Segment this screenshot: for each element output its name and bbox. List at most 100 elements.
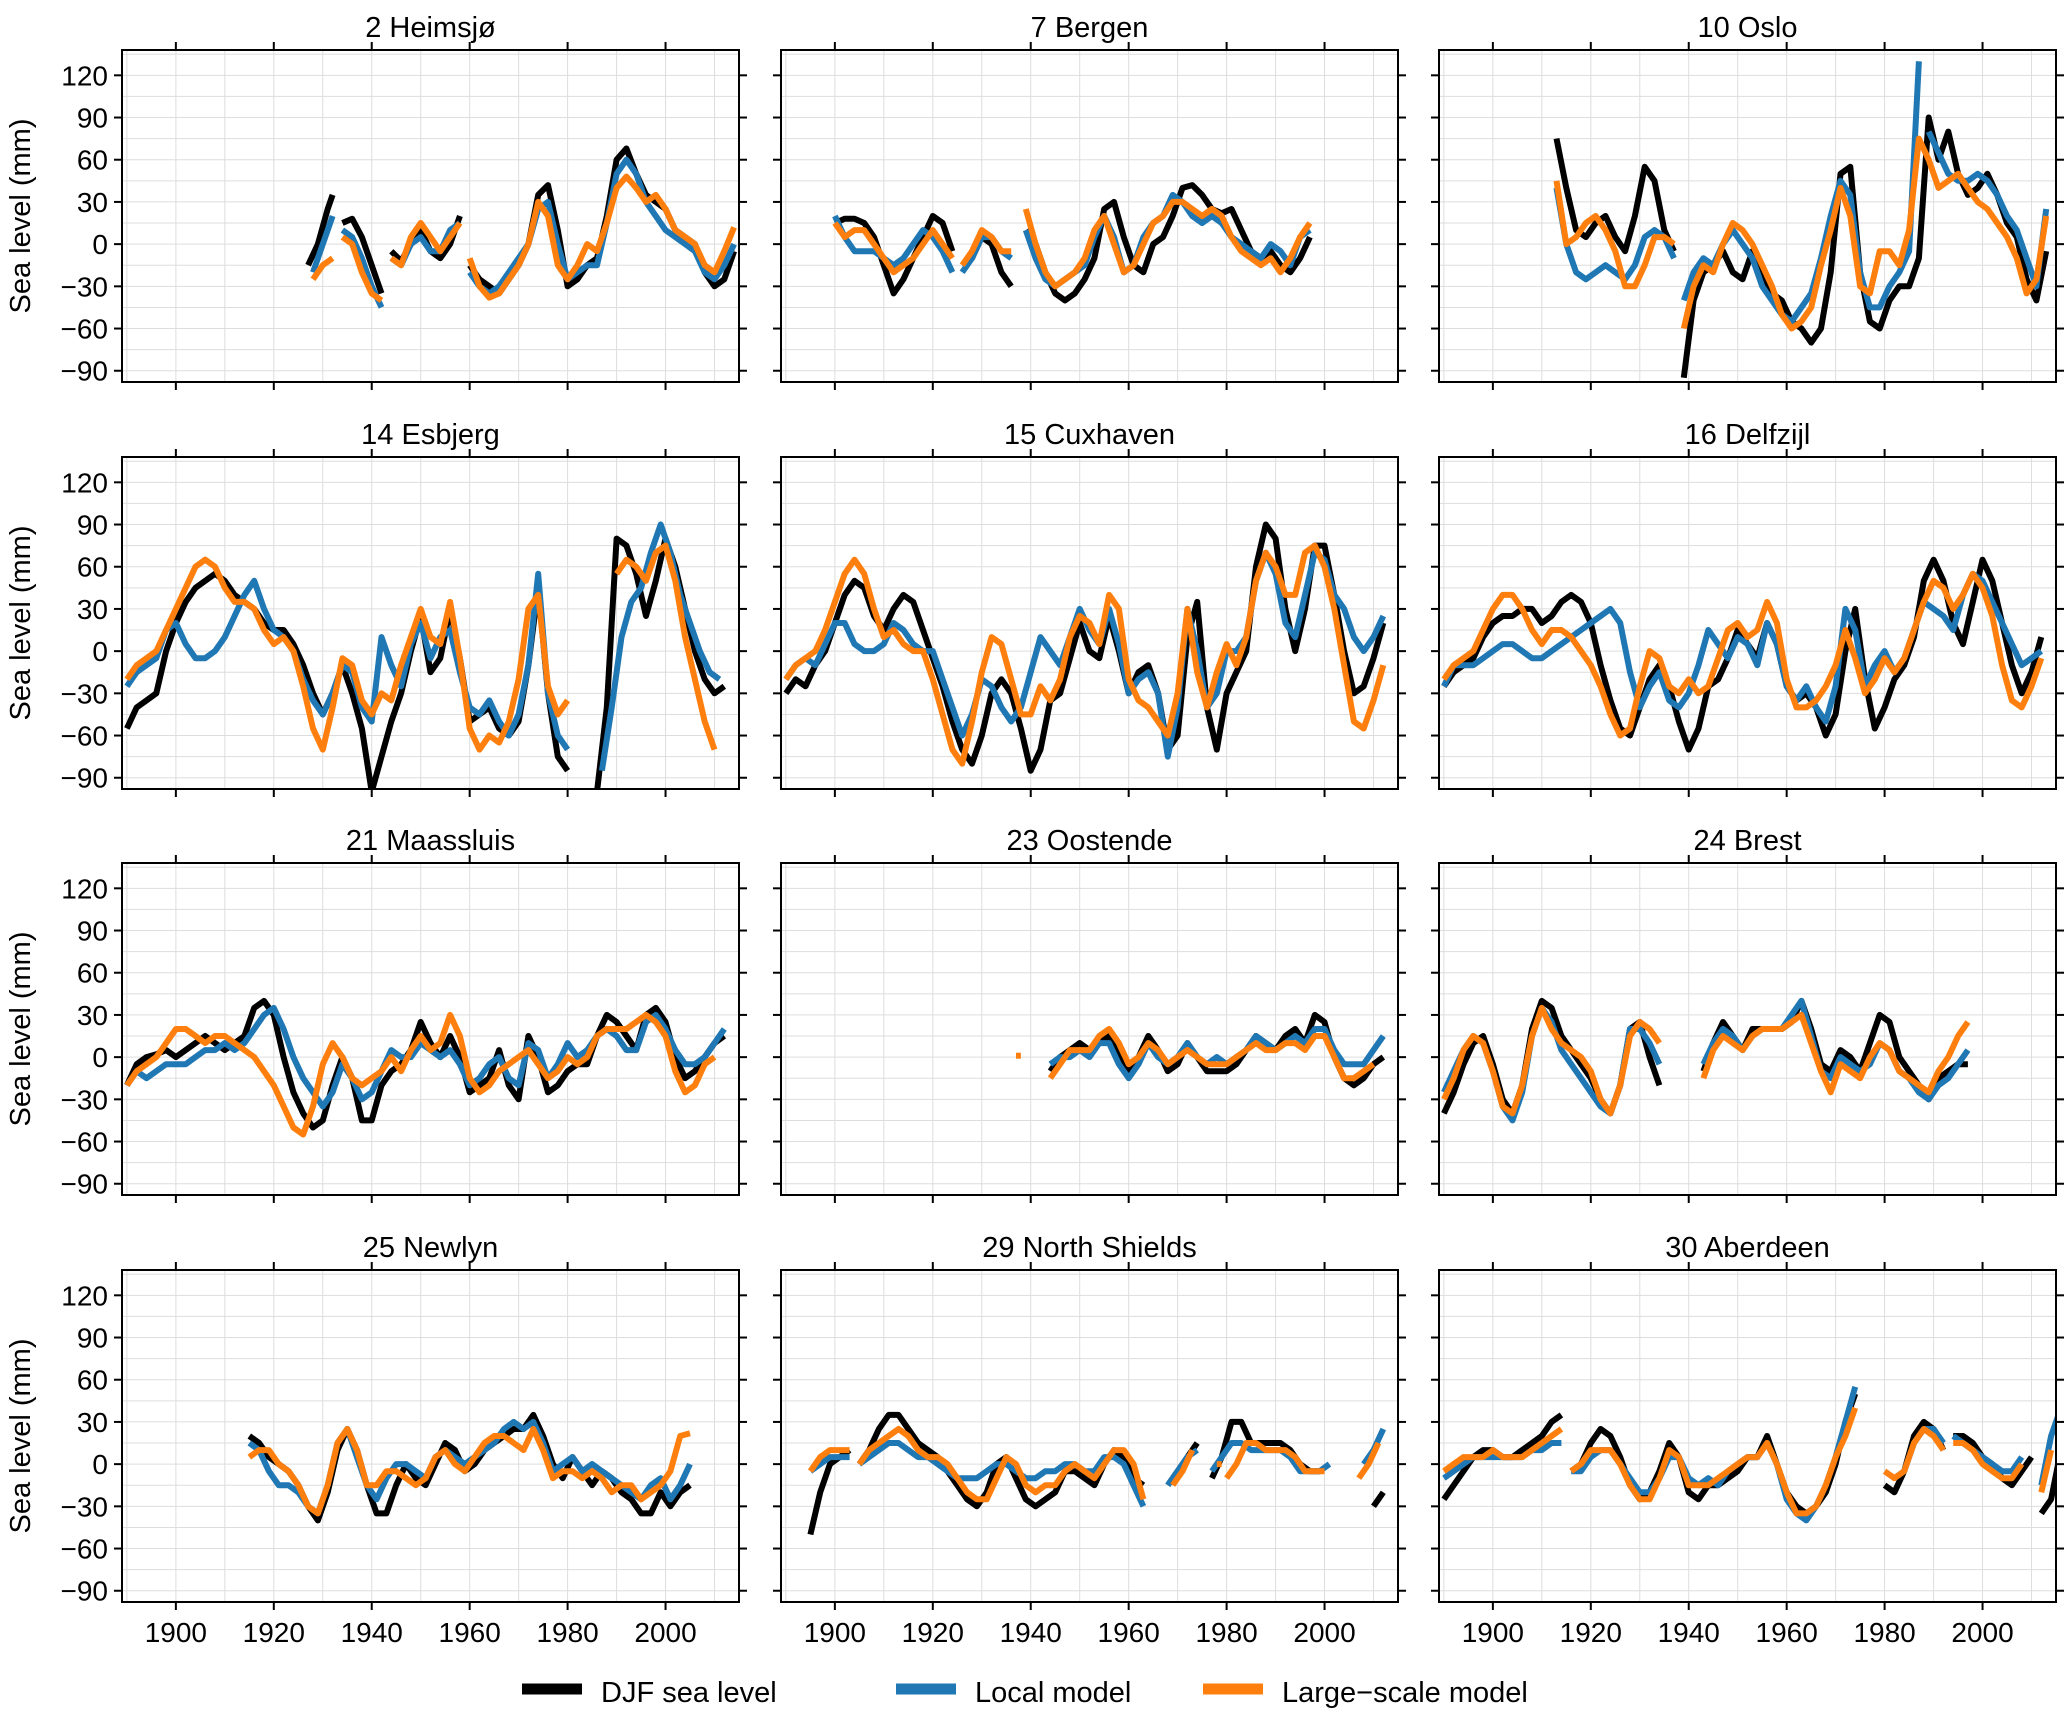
- series-large-scale-model-segment-1: [856, 1426, 1147, 1503]
- panel-title: 2 Heimsjø: [365, 12, 496, 44]
- x-tick-label: 1940: [1000, 1617, 1062, 1648]
- series-large-scale-model-segment-5: [1356, 1441, 1382, 1480]
- panel-30-aberdeen: 30 Aberdeen 1900 1920 1940 1960 1980 2000: [1431, 1232, 2064, 1648]
- plot-frame: [780, 1269, 1399, 1603]
- y-tick-label: 30: [77, 594, 108, 625]
- panel-29-north-shields: 29 North Shields 1900 1920 1940 1960 1980 2000: [773, 1232, 1406, 1648]
- panel-title: 24 Brest: [1694, 825, 1802, 857]
- series-large-scale-model-segment-1: [1700, 1011, 1971, 1096]
- plot-frame: [121, 456, 740, 790]
- y-tick-label: −30: [61, 271, 109, 302]
- y-tick-label: 0: [92, 636, 108, 667]
- y-tick-label: 90: [77, 103, 108, 134]
- y-axis-label: Sea level (mm): [5, 119, 37, 314]
- ticks: [114, 449, 747, 797]
- series-large-scale-model-segment-1: [340, 234, 384, 303]
- x-tick-label: 1960: [439, 1617, 501, 1648]
- series-djf-sea-level-segment-0: [124, 570, 571, 789]
- series-large-scale-model-segment-0: [832, 221, 955, 276]
- ticks: [773, 449, 1406, 797]
- series-large-scale-model-segment-0: [247, 1426, 691, 1517]
- series-group: [783, 521, 1387, 774]
- series-group: [305, 145, 737, 309]
- panel-14-esbjerg: 14 Esbjerg −90 −60 −30 0 30 60 90 120 Sea level (…: [5, 419, 747, 797]
- panel-10-oslo: 10 Oslo: [1431, 12, 2064, 390]
- panel-title: 16 Delfzijl: [1685, 419, 1811, 451]
- series-local-model-segment-0: [1553, 187, 1677, 283]
- y-tick-label: 120: [61, 60, 108, 91]
- plot-frame: [1438, 862, 2057, 1196]
- series-large-scale-model-segment-2: [389, 220, 463, 269]
- x-tick-label: 2000: [1951, 1617, 2013, 1648]
- series-large-scale-model-segment-0: [1553, 180, 1676, 290]
- grid: [1439, 457, 2056, 789]
- plot-frame: [1438, 49, 2057, 383]
- ticks: [1431, 855, 2064, 1203]
- series-large-scale-model-segment-1: [959, 227, 1012, 267]
- panel-23-oostende: 23 Oostende: [773, 825, 1406, 1203]
- series-local-model-segment-1: [598, 521, 722, 772]
- series-djf-sea-level-segment-1: [594, 535, 727, 789]
- ticks: [773, 855, 1406, 1203]
- y-tick-label: 60: [77, 145, 108, 176]
- grid: [781, 863, 1398, 1195]
- plot-frame: [121, 49, 740, 383]
- legend-item-djf: DJF sea level: [522, 1677, 777, 1709]
- plot-frame: [1438, 456, 2057, 790]
- series-group: [807, 1411, 1387, 1536]
- panel-title: 21 Maassluis: [346, 825, 515, 857]
- series-large-scale-model-segment-2: [1882, 1426, 1946, 1482]
- series-large-scale-model-segment-0: [1441, 570, 2045, 739]
- ticks: [114, 1262, 747, 1610]
- ticks: [1431, 42, 2064, 390]
- panel-title: 23 Oostende: [1006, 825, 1172, 857]
- series-group: [1441, 556, 2045, 753]
- grid: [781, 50, 1398, 382]
- series-group: [124, 997, 727, 1138]
- y-tick-label: 60: [77, 958, 108, 989]
- grid: [1439, 1270, 2056, 1602]
- series-local-model-segment-0: [832, 214, 956, 274]
- panel-16-delfzijl: 16 Delfzijl: [1431, 419, 2064, 797]
- x-tick-label: 1900: [145, 1617, 207, 1648]
- series-large-scale-model-segment-4: [1224, 1440, 1325, 1480]
- ticks: [773, 1262, 1406, 1610]
- series-large-scale-model-segment-1: [1569, 1406, 1859, 1517]
- x-tick-label: 1920: [902, 1617, 964, 1648]
- x-tick-label: 1900: [1462, 1617, 1524, 1648]
- series-djf-sea-level-segment-4: [2038, 1459, 2056, 1516]
- panel-15-cuxhaven: 15 Cuxhaven: [773, 419, 1406, 797]
- x-tick-label: 1920: [1560, 1617, 1622, 1648]
- panel-2-heimsj: 2 Heimsjø −90 −60 −30 0 30 60 90 120 Sea level (m…: [5, 12, 747, 390]
- y-tick-label: −30: [61, 1491, 109, 1522]
- series-large-scale-model-segment-0: [124, 556, 571, 753]
- legend: DJF sea level Local model Large−scale mo…: [522, 1677, 1528, 1709]
- panel-7-bergen: 7 Bergen: [773, 12, 1406, 390]
- grid: [122, 50, 739, 382]
- y-tick-label: −60: [61, 721, 109, 752]
- panel-title: 14 Esbjerg: [361, 419, 500, 451]
- panel-25-newlyn: 25 Newlyn −90 −60 −30 0 30 60 90 120 Sea level (m…: [5, 1232, 747, 1648]
- grid: [1439, 50, 2056, 382]
- series-djf-sea-level-segment-4: [1371, 1490, 1386, 1509]
- series-group: [832, 182, 1313, 304]
- series-large-scale-model-segment-1: [1047, 1026, 1376, 1082]
- panel-21-maassluis: 21 Maassluis −90 −60 −30 0 30 60 90 120 Sea level…: [5, 825, 747, 1203]
- y-tick-label: −90: [61, 356, 109, 387]
- series-djf-sea-level-segment-0: [833, 213, 956, 297]
- y-tick-label: 0: [92, 1042, 108, 1073]
- x-tick-label: 1980: [1853, 1617, 1915, 1648]
- ticks: [773, 42, 1406, 390]
- panel-title: 10 Oslo: [1698, 12, 1798, 44]
- series-local-model-segment-1: [1680, 61, 1922, 325]
- y-tick-label: −60: [61, 1534, 109, 1565]
- y-axis-label: Sea level (mm): [5, 1339, 37, 1534]
- y-tick-label: −60: [61, 314, 109, 345]
- series-djf-sea-level-segment-0: [124, 997, 727, 1131]
- grid: [122, 457, 739, 789]
- y-tick-label: 90: [77, 1323, 108, 1354]
- x-tick-label: 2000: [1293, 1617, 1355, 1648]
- x-tick-label: 1980: [536, 1617, 598, 1648]
- y-tick-label: −30: [61, 678, 109, 709]
